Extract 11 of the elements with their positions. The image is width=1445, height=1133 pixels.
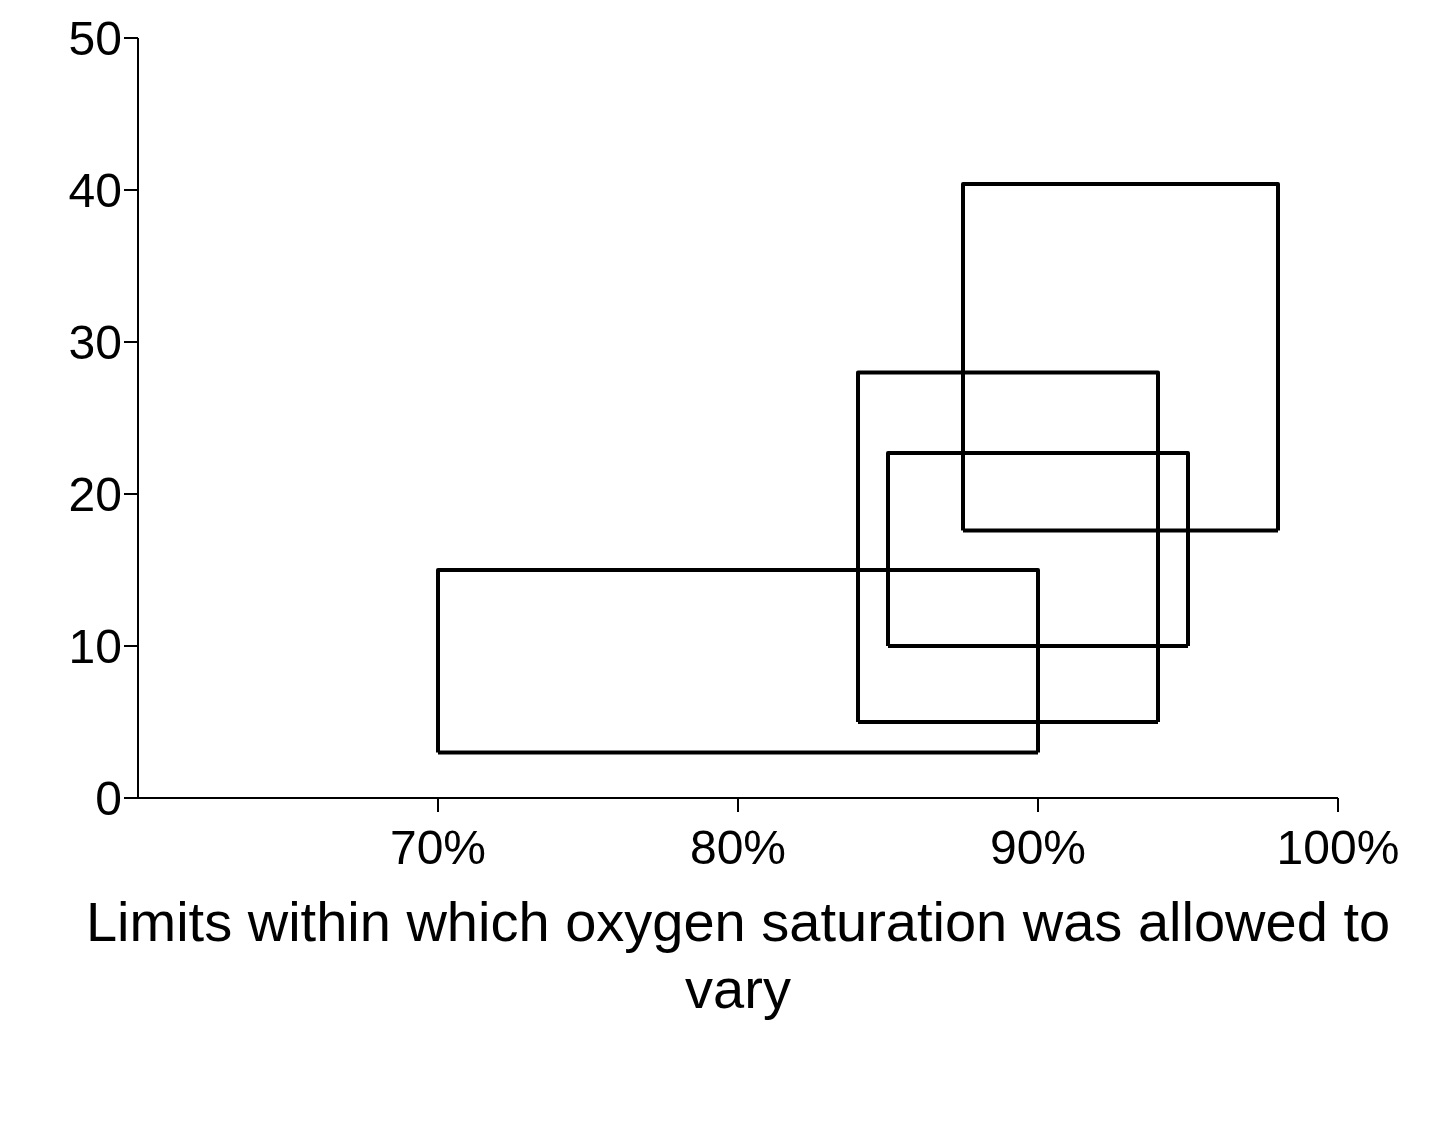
y-tick-label: 10	[68, 620, 122, 674]
y-tick-label: 40	[68, 164, 122, 218]
x-axis-title: Limits within which oxygen saturation was allowed to vary	[84, 889, 1392, 1023]
x-tick-label: 80%	[689, 821, 787, 875]
y-tick-label: 50	[68, 12, 122, 66]
x-tick-label: 70%	[389, 821, 487, 875]
x-tick-label: 100%	[1276, 821, 1400, 875]
y-tick-label: 30	[68, 316, 122, 370]
x-tick-label: 90%	[989, 821, 1087, 875]
y-tick-label: 20	[68, 468, 122, 522]
y-tick-label: 0	[95, 772, 122, 826]
